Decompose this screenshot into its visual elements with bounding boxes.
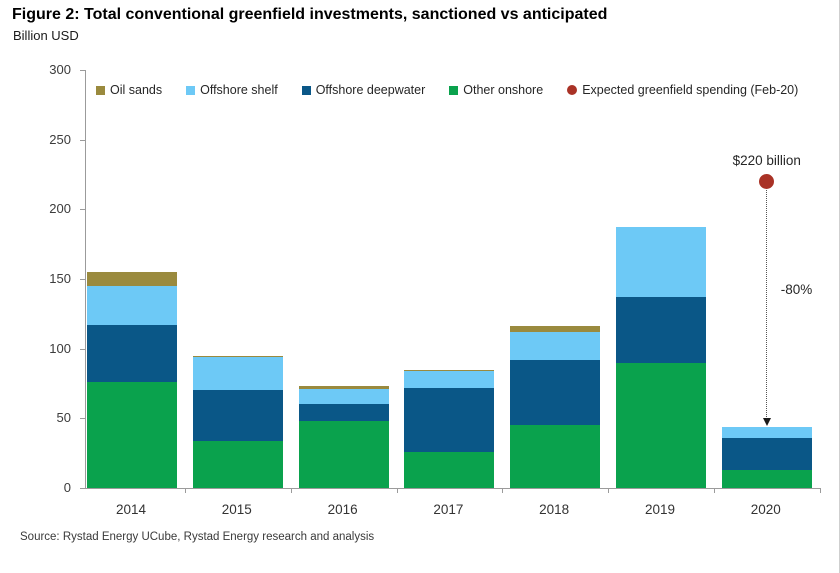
y-tick-mark	[80, 70, 85, 71]
legend-item-other-onshore: Other onshore	[449, 83, 543, 97]
y-tick-label: 200	[49, 201, 71, 217]
x-axis-label-2020: 2020	[750, 502, 781, 517]
y-tick-label: 150	[49, 271, 71, 286]
bar-segment-offshore-shelf	[721, 426, 812, 438]
bar-segment-oil-sands	[404, 369, 495, 371]
x-axis-label-2016: 2016	[327, 502, 358, 517]
bar-segment-offshore-shelf	[87, 285, 177, 325]
bar-segment-other-onshore	[510, 425, 601, 488]
figure-subtitle: Billion USD	[13, 28, 79, 43]
figure-title: Figure 2: Total conventional greenfield …	[12, 6, 608, 23]
y-tick-mark	[80, 418, 85, 420]
x-tick-mark	[502, 489, 504, 493]
x-axis-label-2019: 2019	[644, 502, 676, 517]
y-tick-label: 100	[49, 340, 71, 356]
bar-segment-oil-sands	[192, 355, 283, 358]
stacked-bar-2018	[510, 326, 601, 488]
plot-area: Oil sands Offshore shelf Offshore deepwate…	[85, 70, 821, 493]
decline-arrow-head-icon	[762, 417, 771, 426]
bar-segment-oil-sands	[298, 386, 389, 390]
bar-segment-offshore-deepwater	[616, 297, 706, 363]
y-tick-mark	[80, 488, 85, 489]
bar-segment-other-onshore	[298, 421, 389, 488]
stacked-bar-2015	[192, 355, 283, 488]
legend-square-icon	[96, 85, 105, 95]
bar-segment-other-onshore	[616, 362, 706, 488]
legend: Oil sands Offshore shelf Offshore deepwate…	[96, 83, 798, 97]
decline-percent-label: -80%	[780, 282, 813, 298]
bar-segment-offshore-shelf	[298, 389, 389, 405]
bar-segment-offshore-shelf	[192, 357, 283, 391]
y-axis: 0 50 100 150 200 250 300	[0, 62, 85, 495]
stacked-bar-2016	[298, 386, 389, 488]
legend-item-oil-sands: Oil sands	[96, 83, 162, 97]
legend-label: Other onshore	[463, 83, 544, 97]
legend-label: Offshore deepwater	[315, 83, 426, 97]
x-tick-mark	[185, 489, 186, 493]
x-tick-mark	[290, 489, 292, 493]
x-tick-mark	[820, 489, 821, 493]
stacked-bar-2014	[87, 272, 177, 488]
bar-segment-offshore-deepwater	[87, 324, 177, 383]
bar-segment-offshore-shelf	[404, 370, 495, 388]
stacked-bar-2019	[616, 227, 706, 488]
legend-square-icon	[301, 85, 311, 95]
expected-spending-dot	[759, 173, 775, 189]
legend-square-icon	[186, 85, 196, 95]
y-tick-mark	[80, 209, 85, 211]
bar-segment-offshore-shelf	[510, 331, 601, 360]
bar-segment-other-onshore	[192, 440, 283, 488]
bar-segment-oil-sands	[510, 326, 601, 332]
bar-segment-other-onshore	[404, 451, 495, 488]
source-note: Source: Rystad Energy UCube, Rystad Ener…	[20, 531, 375, 543]
bar-segment-offshore-deepwater	[404, 387, 495, 452]
x-tick-mark	[714, 489, 715, 493]
y-tick-mark	[80, 348, 85, 350]
bar-segment-offshore-shelf	[616, 227, 706, 298]
y-tick-label: 300	[49, 62, 71, 77]
x-axis-labels: 2014 2015 2016 2017 2018 2019 2020	[85, 497, 820, 521]
legend-item-offshore-deepwater: Offshore deepwater	[301, 83, 426, 97]
bar-segment-offshore-deepwater	[721, 437, 812, 470]
bar-segment-other-onshore	[87, 382, 177, 488]
y-tick-label: 50	[56, 410, 71, 426]
x-tick-mark	[396, 489, 398, 493]
x-axis-label-2017: 2017	[433, 502, 464, 517]
x-tick-mark	[608, 489, 610, 493]
legend-square-icon	[449, 85, 459, 95]
x-axis-label-2018: 2018	[539, 502, 570, 517]
y-tick-mark	[80, 139, 85, 141]
legend-item-expected-greenfield-spending-feb-20-: Expected greenfield spending (Feb-20)	[567, 83, 798, 97]
bar-segment-other-onshore	[721, 469, 812, 488]
x-axis-label-2014: 2014	[115, 502, 147, 517]
legend-label: Expected greenfield spending (Feb-20)	[582, 83, 799, 97]
bar-segment-oil-sands	[87, 272, 177, 286]
expected-spending-label: $220 billion	[732, 153, 801, 169]
bar-segment-offshore-deepwater	[192, 390, 283, 441]
stacked-bar-2017	[404, 369, 495, 488]
legend-label: Oil sands	[110, 83, 163, 97]
x-axis-label-2015: 2015	[221, 502, 252, 517]
legend-item-offshore-shelf: Offshore shelf	[186, 83, 278, 97]
y-tick-label: 0	[63, 480, 71, 495]
bar-segment-offshore-deepwater	[298, 404, 389, 422]
legend-label: Offshore shelf	[200, 83, 278, 97]
y-tick-label: 250	[49, 131, 71, 147]
decline-arrow-line	[766, 190, 768, 419]
legend-circle-icon	[567, 85, 578, 95]
bar-segment-offshore-deepwater	[510, 359, 601, 426]
stacked-bar-2020	[721, 426, 812, 488]
y-tick-mark	[80, 279, 85, 280]
